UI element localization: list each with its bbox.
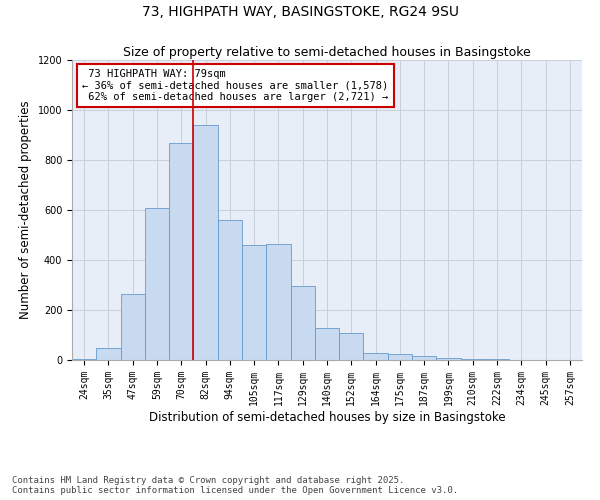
- Title: Size of property relative to semi-detached houses in Basingstoke: Size of property relative to semi-detach…: [123, 46, 531, 59]
- Bar: [315, 328, 339, 360]
- Bar: [290, 286, 315, 360]
- Bar: [436, 358, 461, 360]
- Bar: [388, 354, 412, 360]
- Bar: [169, 142, 193, 360]
- Bar: [72, 359, 96, 360]
- Bar: [96, 348, 121, 360]
- Bar: [145, 208, 169, 360]
- Bar: [485, 359, 509, 360]
- X-axis label: Distribution of semi-detached houses by size in Basingstoke: Distribution of semi-detached houses by …: [149, 410, 505, 424]
- Bar: [461, 358, 485, 360]
- Bar: [242, 245, 266, 360]
- Y-axis label: Number of semi-detached properties: Number of semi-detached properties: [19, 100, 32, 320]
- Text: 73, HIGHPATH WAY, BASINGSTOKE, RG24 9SU: 73, HIGHPATH WAY, BASINGSTOKE, RG24 9SU: [142, 5, 458, 19]
- Text: Contains HM Land Registry data © Crown copyright and database right 2025.
Contai: Contains HM Land Registry data © Crown c…: [12, 476, 458, 495]
- Bar: [364, 352, 388, 360]
- Bar: [339, 332, 364, 360]
- Bar: [266, 244, 290, 360]
- Bar: [412, 356, 436, 360]
- Bar: [193, 125, 218, 360]
- Text: 73 HIGHPATH WAY: 79sqm
← 36% of semi-detached houses are smaller (1,578)
 62% of: 73 HIGHPATH WAY: 79sqm ← 36% of semi-det…: [82, 69, 388, 102]
- Bar: [218, 220, 242, 360]
- Bar: [121, 294, 145, 360]
